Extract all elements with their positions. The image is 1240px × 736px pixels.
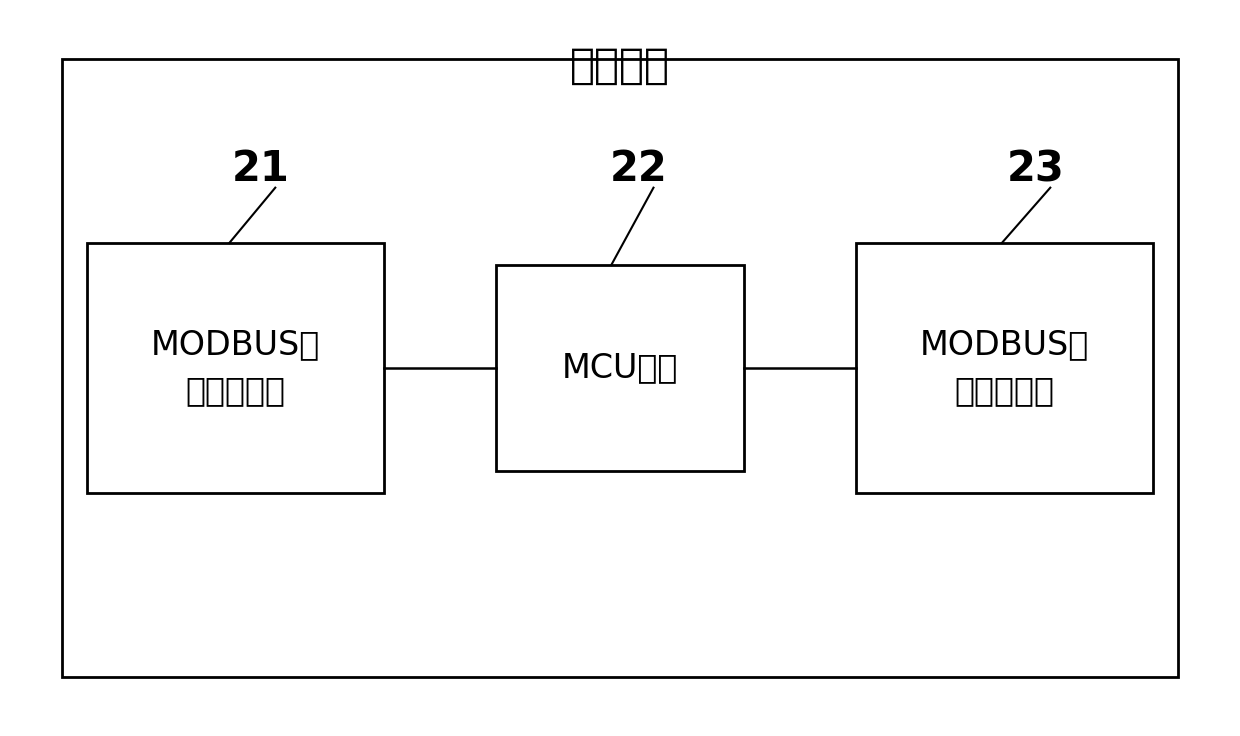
Text: MODBUS从
站接口单元: MODBUS从 站接口单元 <box>920 328 1089 408</box>
Text: 转换模块: 转换模块 <box>570 45 670 88</box>
Text: MODBUS主
站接口单元: MODBUS主 站接口单元 <box>151 328 320 408</box>
Bar <box>856 243 1153 493</box>
Text: 22: 22 <box>610 148 667 191</box>
Text: 21: 21 <box>232 148 289 191</box>
Bar <box>87 243 384 493</box>
Bar <box>496 265 744 471</box>
Text: MCU单元: MCU单元 <box>562 352 678 384</box>
Text: 23: 23 <box>1007 148 1064 191</box>
Bar <box>62 59 1178 677</box>
